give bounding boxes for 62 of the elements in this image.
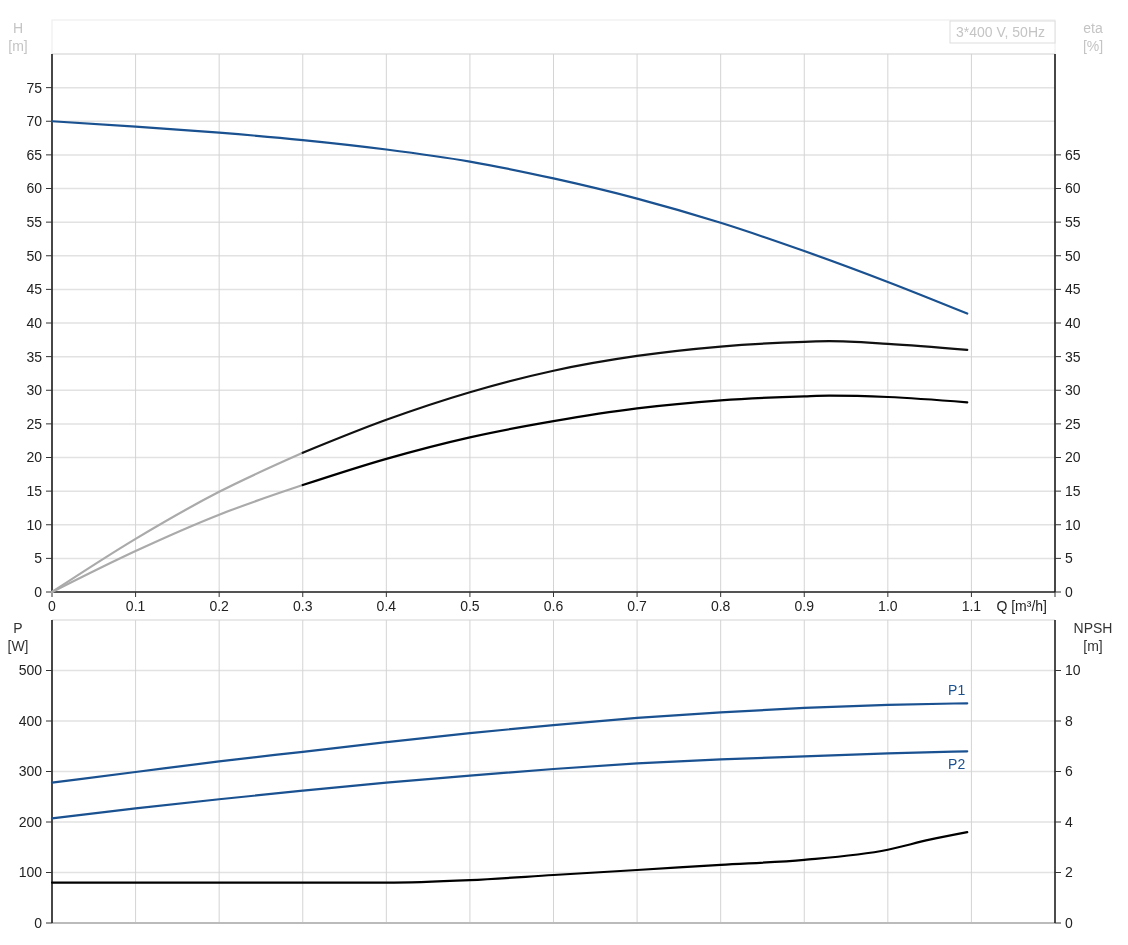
series-label: P2 [948, 756, 966, 773]
y-tick-label: 200 [18, 813, 43, 830]
y2-tick-label: 10 [1065, 662, 1081, 679]
y2-tick-label: 50 [1065, 247, 1081, 264]
x-tick-label: 0 [48, 598, 57, 614]
text: 3*400 V, 50Hz [956, 24, 1045, 40]
x-tick-label: 0.9 [794, 598, 815, 614]
y2-tick-label: 4 [1065, 813, 1073, 830]
y2-tick-label: 45 [1065, 281, 1081, 298]
y2-axis-title: eta [%] [1082, 20, 1104, 55]
y2-tick-label: 60 [1065, 180, 1081, 197]
y2-tick-label: 2 [1065, 864, 1073, 881]
x-tick-label: 0.6 [543, 598, 564, 614]
x-tick-label: 0.4 [376, 598, 397, 614]
y-tick-label: 45 [26, 281, 43, 298]
y2-tick-label: 35 [1065, 348, 1081, 365]
y-tick-label: 70 [26, 113, 43, 130]
x-tick-label: 1.1 [961, 598, 982, 614]
x-tick-label: 0.8 [710, 598, 731, 614]
y2-tick-label: 30 [1065, 382, 1081, 399]
y2-tick-label: 20 [1065, 449, 1081, 466]
y-tick-label: 400 [18, 712, 43, 729]
y2-tick-label: 5 [1065, 550, 1073, 567]
y-tick-label: 55 [26, 214, 43, 231]
series-label: P1 [948, 682, 966, 699]
y2-tick-label: 65 [1065, 146, 1081, 163]
x-tick-label: 0.7 [627, 598, 648, 614]
y-tick-label: 10 [26, 516, 43, 533]
y2-tick-label: 25 [1065, 415, 1081, 432]
y-tick-label: 35 [26, 348, 43, 365]
x-tick-label: 0.1 [125, 598, 146, 614]
x-axis-title: Q [m³/h] [996, 598, 1047, 614]
y2-tick-label: 40 [1065, 314, 1081, 331]
y-tick-label: 0 [34, 583, 43, 600]
y-tick-label: 60 [26, 180, 43, 197]
y-tick-label: 500 [18, 662, 43, 679]
y-tick-label: 25 [26, 415, 43, 432]
y-tick-label: 50 [26, 247, 43, 264]
y-tick-label: 75 [26, 79, 43, 96]
x-tick-label: 1.0 [878, 598, 898, 614]
y-axis-title: P [W] [7, 620, 29, 655]
y-tick-label: 300 [18, 763, 43, 780]
y-tick-label: 15 [26, 483, 43, 500]
y2-tick-label: 8 [1065, 712, 1073, 729]
y-tick-label: 40 [26, 314, 43, 331]
y-axis-title: H [m] [8, 20, 28, 55]
y2-tick-label: 55 [1065, 214, 1081, 231]
y2-tick-label: 0 [1065, 914, 1073, 931]
y-tick-label: 30 [26, 382, 43, 399]
x-tick-label: 0.3 [293, 598, 313, 614]
x-tick-label: 0.5 [460, 598, 480, 614]
y-tick-label: 20 [26, 449, 43, 466]
y-tick-label: 100 [18, 864, 43, 881]
y2-axis-title: NPSH [m] [1073, 620, 1113, 655]
y2-tick-label: 0 [1065, 583, 1073, 600]
y-tick-label: 0 [34, 914, 43, 931]
y-tick-label: 5 [34, 550, 43, 567]
y2-tick-label: 10 [1065, 516, 1081, 533]
y2-tick-label: 15 [1065, 483, 1081, 500]
x-tick-label: 0.2 [209, 598, 230, 614]
y-tick-label: 65 [26, 146, 43, 163]
y2-tick-label: 6 [1065, 763, 1073, 780]
